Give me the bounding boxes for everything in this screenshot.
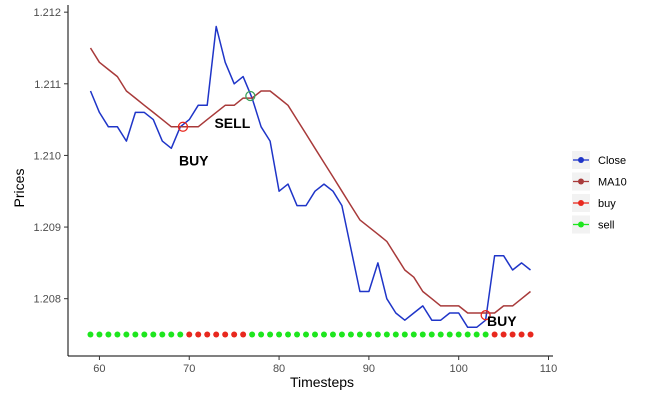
buy-signal-point xyxy=(222,331,229,338)
sell-signal-point xyxy=(141,331,148,338)
sell-signal-point xyxy=(105,331,112,338)
buy-signal-point xyxy=(231,331,238,338)
x-tick-label: 100 xyxy=(450,363,468,375)
series-line-close xyxy=(89,25,531,329)
signal-marker xyxy=(177,121,189,132)
sell-signal-point xyxy=(267,331,274,338)
y-tick-label: 1.208 xyxy=(33,294,61,306)
buy-signal-point xyxy=(195,331,202,338)
sell-signal-point xyxy=(482,331,489,338)
sell-signal-point xyxy=(285,331,292,338)
y-tick-label: 1.212 xyxy=(33,7,61,19)
buy-signal-point xyxy=(500,331,507,338)
buy-signal-point xyxy=(186,331,193,338)
sell-signal-point xyxy=(347,331,354,338)
sell-signal-point xyxy=(87,331,94,338)
signal-points xyxy=(87,331,534,338)
sell-signal-point xyxy=(338,331,345,338)
x-axis-title: Timesteps xyxy=(290,374,354,390)
y-tick-label: 1.209 xyxy=(33,222,61,234)
signal-marker xyxy=(480,310,491,321)
sell-signal-point xyxy=(455,331,462,338)
sell-signal-point xyxy=(446,331,453,338)
y-tick-label: 1.211 xyxy=(34,79,61,91)
sell-signal-point xyxy=(168,331,175,338)
sell-signal-point xyxy=(374,331,381,338)
sell-signal-point xyxy=(437,331,444,338)
sell-signal-point xyxy=(383,331,390,338)
sell-signal-point xyxy=(356,331,363,338)
sell-signal-point xyxy=(96,331,103,338)
y-axis-title: Prices xyxy=(11,169,27,208)
sell-signal-point xyxy=(311,331,318,338)
signal-marker xyxy=(245,90,256,102)
buy-signal-point xyxy=(491,331,498,338)
x-tick-label: 80 xyxy=(273,363,285,375)
sell-signal-point xyxy=(114,331,121,338)
buy-signal-point xyxy=(509,331,516,338)
y-tick-label: 1.210 xyxy=(33,150,61,162)
buy-signal-point xyxy=(240,331,247,338)
buy-signal-point xyxy=(204,331,211,338)
legend-key-point xyxy=(578,178,584,185)
axes: 1.208 1.209 1.210 1.211 1.212 60 70 80 90 100 110 xyxy=(33,5,557,375)
sell-signal-point xyxy=(464,331,471,338)
sell-signal-point xyxy=(132,331,139,338)
x-tick-label: 70 xyxy=(183,363,195,375)
x-tick-label: 90 xyxy=(363,363,375,375)
sell-signal-point xyxy=(410,331,417,338)
sell-signal-point xyxy=(249,331,256,338)
sell-signal-point xyxy=(419,331,426,338)
series-lines xyxy=(89,25,531,329)
legend-label-ma10: MA10 xyxy=(598,177,627,189)
buy-signal-point xyxy=(518,331,525,338)
annotations: BUY SELL BUY xyxy=(177,90,517,329)
annotation-label: BUY xyxy=(179,152,209,168)
legend-label-buy: buy xyxy=(598,198,616,210)
x-tick-label: 110 xyxy=(540,363,558,375)
sell-signal-point xyxy=(294,331,301,338)
sell-signal-point xyxy=(401,331,408,338)
sell-signal-point xyxy=(303,331,310,338)
buy-signal-point xyxy=(527,331,534,338)
sell-signal-point xyxy=(159,331,166,338)
legend-label-sell: sell xyxy=(598,220,615,232)
sell-signal-point xyxy=(150,331,157,338)
sell-signal-point xyxy=(329,331,336,338)
annotation-label: SELL xyxy=(214,115,250,131)
legend-key-point xyxy=(578,200,584,206)
legend-key-point xyxy=(578,157,584,163)
sell-signal-point xyxy=(473,331,480,338)
sell-signal-point xyxy=(258,331,265,338)
sell-signal-point xyxy=(428,331,435,338)
legend-key-point xyxy=(578,221,584,228)
sell-signal-point xyxy=(365,331,372,338)
sell-signal-point xyxy=(392,331,399,338)
legend-label-close: Close xyxy=(598,155,626,167)
sell-signal-point xyxy=(276,331,283,338)
legend: Close MA10 buy sell xyxy=(572,151,627,234)
buy-signal-point xyxy=(213,331,220,338)
sell-signal-point xyxy=(123,331,130,338)
annotation-label: BUY xyxy=(487,313,517,329)
x-tick-label: 60 xyxy=(93,363,105,375)
sell-signal-point xyxy=(177,331,184,338)
series-line-ma10 xyxy=(89,47,531,314)
sell-signal-point xyxy=(320,331,327,338)
